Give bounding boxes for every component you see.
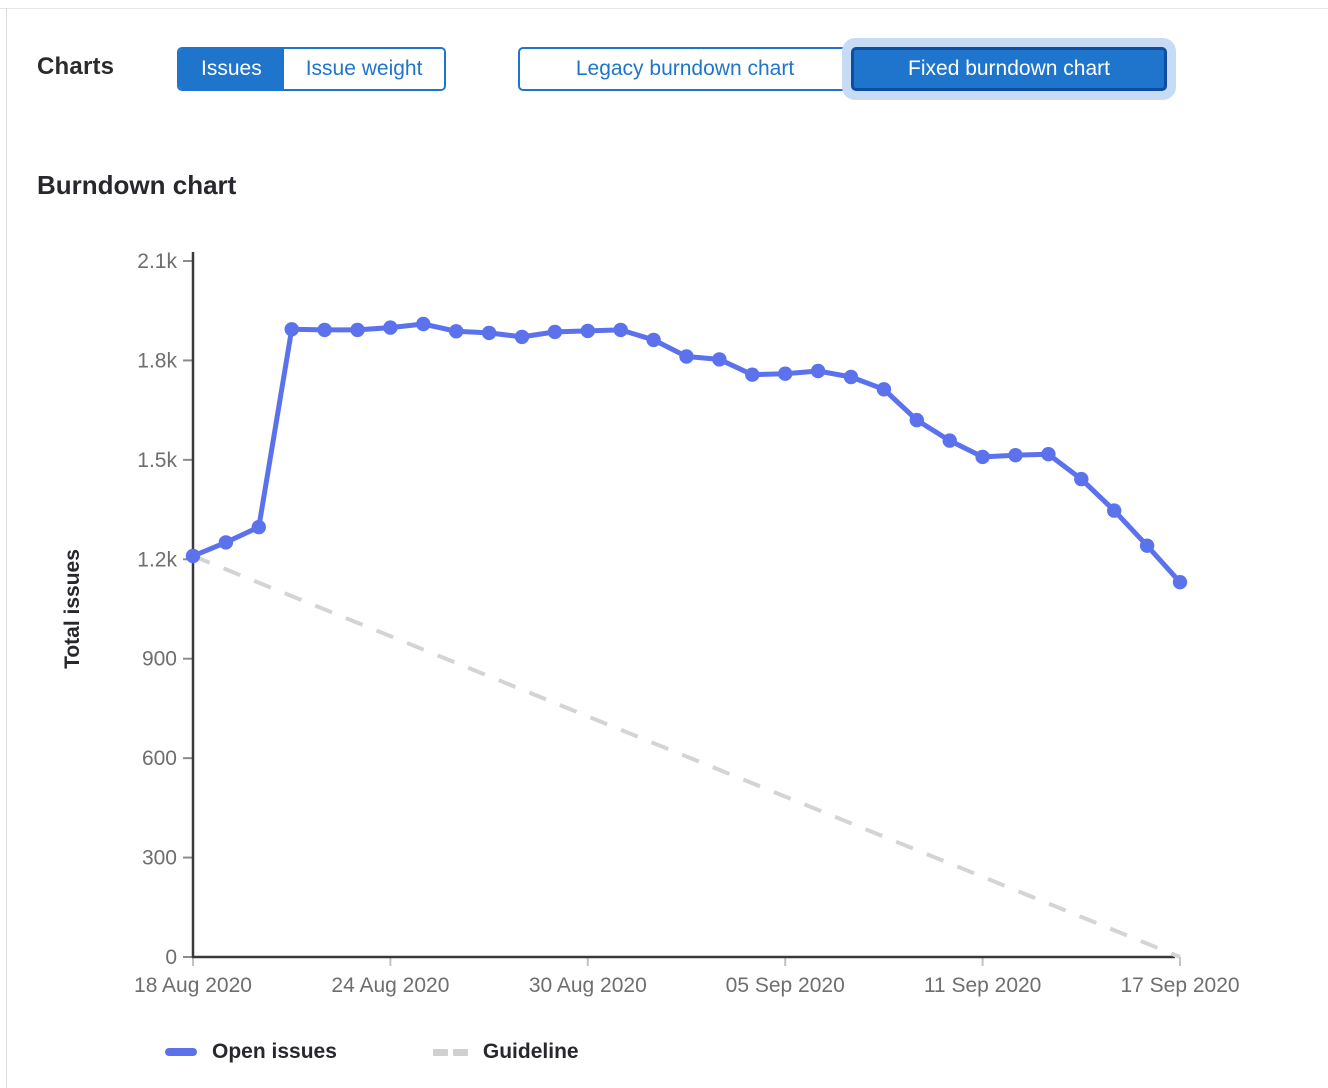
svg-text:Total issues: Total issues (61, 549, 84, 669)
burndown-chart-plot: 0 300 600 900 1.2k 1.5k 1.8k 2.1k 18 Aug 2020 24 … (61, 250, 1240, 997)
svg-text:05 Sep 2020: 05 Sep 2020 (726, 974, 845, 997)
svg-text:1.8k: 1.8k (137, 349, 177, 372)
burndown-version-toggle: Legacy burndown chart Fixed burndown cha… (518, 47, 1167, 91)
legend-open-issues[interactable]: Open issues (165, 1040, 337, 1064)
svg-text:11 Sep 2020: 11 Sep 2020 (924, 974, 1042, 997)
svg-text:300: 300 (142, 847, 177, 870)
left-divider (6, 8, 7, 1088)
svg-text:17 Sep 2020: 17 Sep 2020 (1120, 974, 1239, 997)
svg-text:1.5k: 1.5k (137, 449, 177, 472)
svg-text:2.1k: 2.1k (137, 250, 177, 273)
svg-text:0: 0 (165, 946, 177, 969)
svg-text:900: 900 (142, 648, 177, 671)
top-divider (0, 8, 1328, 9)
open-issues-line-swatch (165, 1048, 197, 1056)
chart-legend: Open issues Guideline (165, 1034, 579, 1070)
legend-guideline-label: Guideline (482, 1040, 579, 1063)
svg-text:24 Aug 2020: 24 Aug 2020 (331, 974, 449, 997)
svg-text:18 Aug 2020: 18 Aug 2020 (134, 974, 252, 997)
svg-text:1.2k: 1.2k (137, 548, 177, 571)
issue-weight-toggle-button[interactable]: Issue weight (283, 49, 445, 89)
svg-text:600: 600 (142, 747, 177, 770)
legacy-burndown-chart-button[interactable]: Legacy burndown chart (518, 47, 852, 91)
section-title: Burndown chart (37, 170, 237, 200)
svg-text:30 Aug 2020: 30 Aug 2020 (529, 974, 647, 997)
issues-toggle-button[interactable]: Issues (179, 49, 284, 89)
legend-guideline[interactable]: Guideline (432, 1040, 579, 1064)
charts-label: Charts (37, 53, 115, 80)
chart-type-toggle: Issues Issue weight (177, 47, 447, 91)
guideline-dash-swatch (432, 1043, 468, 1061)
fixed-burndown-chart-button[interactable]: Fixed burndown chart (851, 47, 1167, 91)
legend-open-issues-label: Open issues (212, 1040, 337, 1063)
